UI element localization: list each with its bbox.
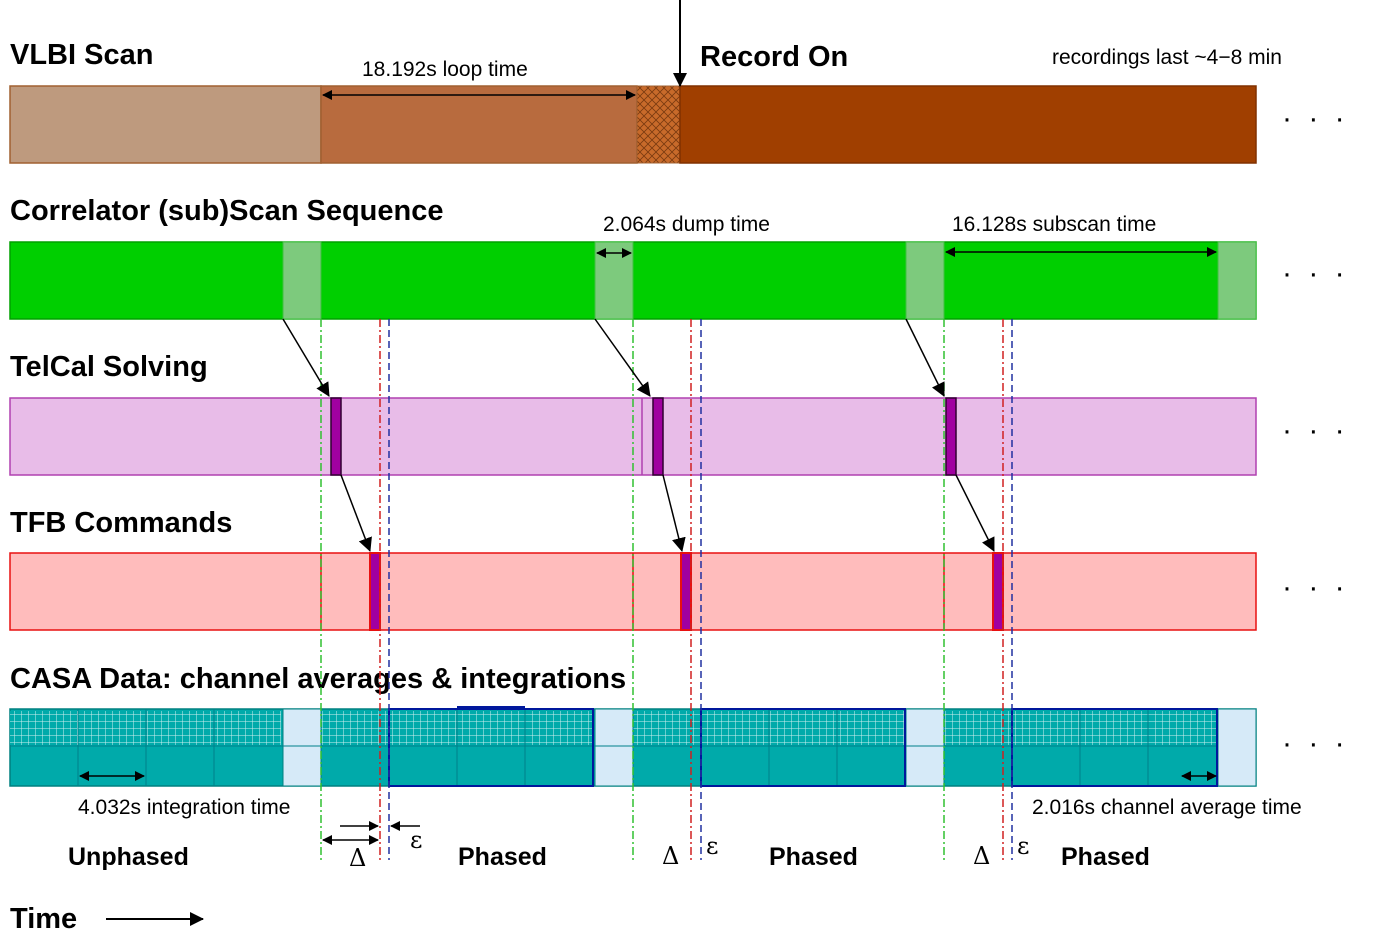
correlator-ellipsis: · · · xyxy=(1282,257,1349,290)
channel-average-label: 2.016s channel average time xyxy=(1032,796,1302,819)
vlbi-transition-hatch xyxy=(636,85,681,164)
time-axis-label: Time xyxy=(10,903,77,933)
vlbi-scan-title: VLBI Scan xyxy=(10,39,153,71)
tfb-command-marker xyxy=(992,552,1004,631)
phased-region-outline xyxy=(388,708,594,787)
telcal-to-tfb-arrows xyxy=(340,474,995,552)
telcal-solve-marker xyxy=(945,397,957,476)
subscan-time-label: 16.128s subscan time xyxy=(952,213,1156,236)
casa-gap xyxy=(594,708,634,787)
dump-block xyxy=(282,241,322,320)
dump-block xyxy=(905,241,945,320)
phased-region-outline xyxy=(700,708,906,787)
casa-title: CASA Data: channel averages & integratio… xyxy=(10,663,626,695)
dump-block xyxy=(1217,241,1257,320)
telcal-solve-marker xyxy=(330,397,342,476)
correlator-title: Correlator (sub)Scan Sequence xyxy=(10,195,444,227)
vlbi-ellipsis: · · · xyxy=(1282,102,1349,135)
vlbi-recording-segment xyxy=(679,85,1257,164)
telcal-title: TelCal Solving xyxy=(10,351,208,383)
unphased-label: Unphased xyxy=(68,843,189,871)
delta-symbol: Δ xyxy=(973,842,990,870)
phased-label: Phased xyxy=(1061,843,1150,871)
delta-symbol: Δ xyxy=(349,844,366,872)
telcal-ellipsis: · · · xyxy=(1282,414,1349,447)
vlbi-loop-segment xyxy=(320,85,638,164)
epsilon-symbol: ε xyxy=(1017,832,1029,860)
blue-timing-lines xyxy=(388,319,1013,860)
casa-gap xyxy=(282,708,322,787)
tfb-ellipsis: · · · xyxy=(1282,571,1349,604)
casa-ellipsis: · · · xyxy=(1282,727,1349,760)
epsilon-symbol: ε xyxy=(410,826,422,854)
phased-region-outline xyxy=(1011,708,1218,787)
tfb-title: TFB Commands xyxy=(10,507,232,539)
dump-time-label: 2.064s dump time xyxy=(603,213,770,236)
tfb-command-marker xyxy=(369,552,381,631)
tfb-command-marker xyxy=(680,552,692,631)
red-timing-lines xyxy=(379,319,1004,860)
green-timing-lines xyxy=(320,319,945,860)
dump-to-telcal-arrows xyxy=(282,318,945,397)
casa-gap xyxy=(1217,708,1257,787)
phased-label: Phased xyxy=(769,843,858,871)
phased-label: Phased xyxy=(458,843,547,871)
loop-time-label: 18.192s loop time xyxy=(362,58,528,81)
casa-gap xyxy=(905,708,945,787)
telcal-solve-marker xyxy=(652,397,664,476)
vlbi-idle-segment xyxy=(9,85,322,164)
recordings-duration-label: recordings last ~4−8 min xyxy=(1052,46,1282,69)
record-on-label: Record On xyxy=(700,41,848,73)
integration-time-label: 4.032s integration time xyxy=(78,796,290,819)
epsilon-symbol: ε xyxy=(706,832,718,860)
delta-symbol: Δ xyxy=(662,842,679,870)
